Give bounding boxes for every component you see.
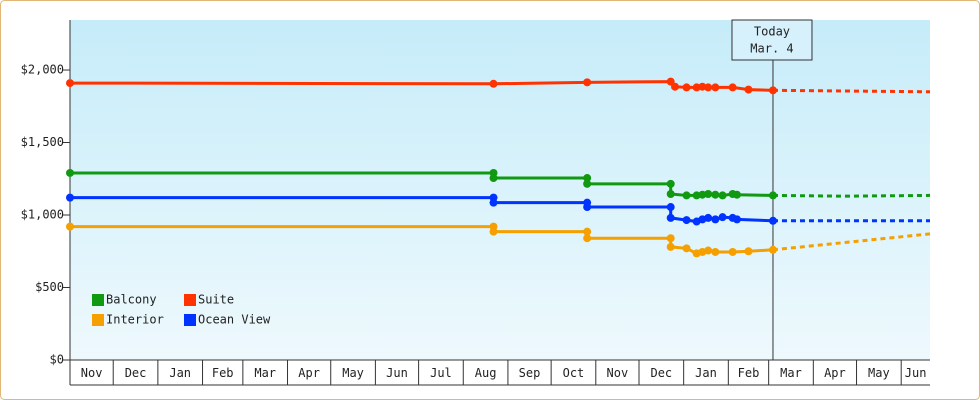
point xyxy=(704,246,713,255)
point xyxy=(583,78,592,87)
x-tick-label: Apr xyxy=(298,366,320,380)
point xyxy=(768,245,777,254)
plot-area xyxy=(70,20,930,360)
x-tick-label: Nov xyxy=(81,366,103,380)
point xyxy=(583,174,592,183)
x-tick-label: Feb xyxy=(212,366,234,380)
x-tick-label: Oct xyxy=(563,366,585,380)
point xyxy=(682,83,691,92)
point xyxy=(711,190,720,199)
point xyxy=(744,247,753,256)
series-line xyxy=(70,171,774,197)
point xyxy=(666,213,675,222)
point xyxy=(666,234,675,243)
point xyxy=(583,234,592,243)
forecast-line xyxy=(772,88,931,94)
point xyxy=(66,168,74,177)
legend-label: Balcony xyxy=(106,293,157,307)
point xyxy=(489,174,498,183)
x-tick-label: Dec xyxy=(650,366,672,380)
x-tick-label: Nov xyxy=(607,366,629,380)
x-tick-label: Jan xyxy=(169,366,191,380)
x-tick-label: May xyxy=(868,366,890,380)
x-tick-label: Mar xyxy=(780,366,802,380)
point xyxy=(704,189,713,198)
point xyxy=(732,215,741,224)
point xyxy=(489,198,498,207)
point xyxy=(768,216,777,225)
point xyxy=(718,191,727,200)
point xyxy=(489,227,498,236)
point xyxy=(682,191,691,200)
legend-swatch xyxy=(92,294,104,306)
legend-swatch xyxy=(184,314,196,326)
point xyxy=(66,79,74,88)
point xyxy=(728,83,737,92)
point xyxy=(768,86,777,95)
point xyxy=(583,227,592,236)
y-tick-label: $1,000 xyxy=(21,208,64,222)
x-tick-label: May xyxy=(342,366,364,380)
x-tick-label: Apr xyxy=(824,366,846,380)
point xyxy=(682,244,691,253)
legend-label: Ocean View xyxy=(198,313,271,327)
y-tick-label: $2,000 xyxy=(21,63,64,77)
point xyxy=(583,203,592,212)
x-tick-label: Feb xyxy=(738,366,760,380)
point xyxy=(682,216,691,225)
forecast-line xyxy=(772,193,931,198)
x-tick-label: Aug xyxy=(475,366,497,380)
y-tick-label: $0 xyxy=(50,353,64,367)
y-tick-label: $500 xyxy=(35,280,64,294)
y-tick-label: $1,500 xyxy=(21,135,64,149)
point xyxy=(66,193,74,202)
point xyxy=(489,79,498,88)
point xyxy=(666,242,675,251)
point xyxy=(711,215,720,224)
point xyxy=(728,247,737,256)
point xyxy=(732,190,741,199)
today-box xyxy=(731,19,813,61)
point xyxy=(704,83,713,92)
series-line xyxy=(70,196,774,224)
point xyxy=(666,189,675,198)
today-date: Mar. 4 xyxy=(750,42,793,56)
legend-swatch xyxy=(184,294,196,306)
point xyxy=(711,247,720,256)
point xyxy=(718,213,727,222)
point xyxy=(666,203,675,212)
x-tick-label: Mar xyxy=(254,366,276,380)
x-tick-label: Sep xyxy=(519,366,541,380)
point xyxy=(583,179,592,188)
point xyxy=(671,82,680,91)
point xyxy=(711,83,720,92)
today-label: Today xyxy=(754,25,790,39)
x-tick-label: Jun xyxy=(905,366,927,380)
x-tick-label: Jul xyxy=(430,366,452,380)
legend-label: Suite xyxy=(198,293,234,307)
point xyxy=(744,85,753,94)
point xyxy=(768,191,777,200)
point xyxy=(704,213,713,222)
point xyxy=(666,179,675,188)
x-tick-label: Jan xyxy=(695,366,717,380)
legend-label: Interior xyxy=(106,313,164,327)
x-tick-label: Jun xyxy=(386,366,408,380)
legend-swatch xyxy=(92,314,104,326)
point xyxy=(66,222,74,231)
x-tick-label: Dec xyxy=(125,366,147,380)
